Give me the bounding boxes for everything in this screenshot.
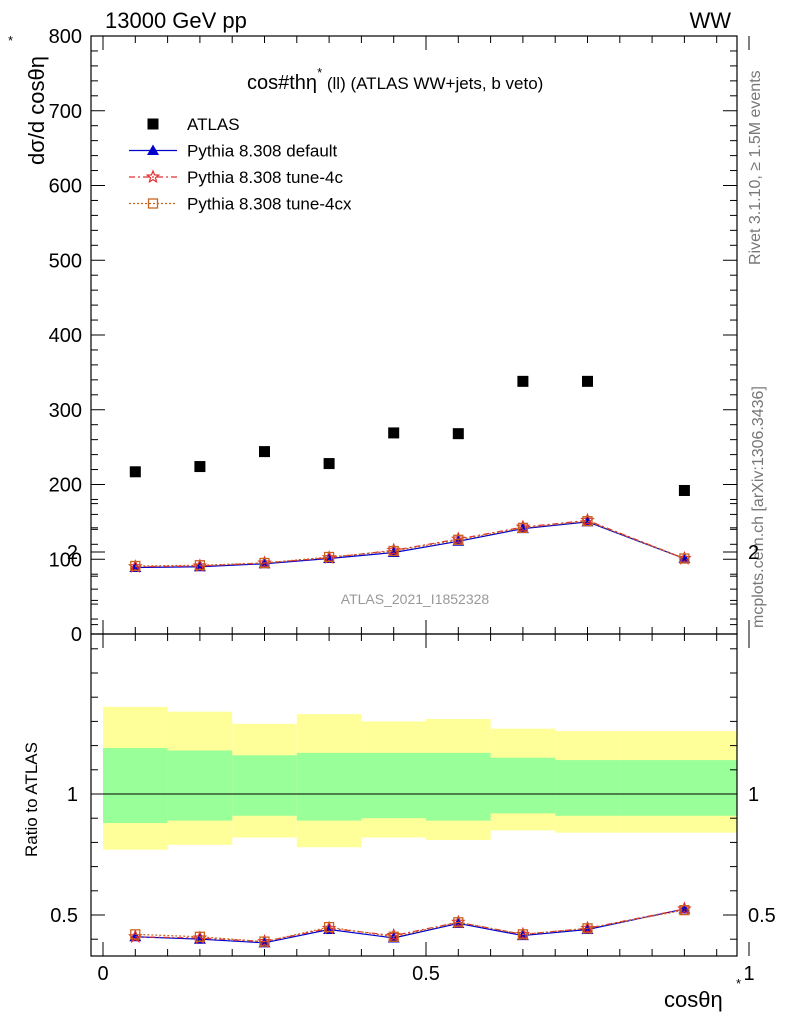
legend-label-atlas: ATLAS [187, 115, 240, 134]
main-point-atlas-7 [582, 375, 593, 387]
band-inner-3 [296, 752, 362, 821]
main-point-tune4cx-3 [323, 551, 335, 563]
ratio-ylabel: Ratio to ATLAS [22, 742, 41, 857]
ratio-xtick-label-1: 0.5 [412, 963, 440, 985]
legend-label-tune4cx: Pythia 8.308 tune-4cx [187, 195, 352, 214]
main-ytick-label-3: 300 [49, 400, 82, 422]
main-ylabel-text: dσ/d cosθη [24, 56, 49, 165]
ratio-point-tune4cx-4 [388, 931, 399, 942]
band-inner-2 [232, 755, 297, 816]
band-inner-6 [490, 757, 556, 814]
ratio-point-tune4cx-3 [323, 921, 335, 933]
chart-title-sup: * [317, 65, 322, 80]
rivet-label: Rivet 3.1.10, ≥ 1.5M events [747, 70, 764, 265]
ratio-ytick-label-right-0: 0.5 [748, 905, 776, 927]
chart-title-main: cos#thη [247, 72, 317, 94]
main-point-tune4cx-0 [130, 560, 141, 572]
analysis-watermark: ATLAS_2021_I1852328 [341, 591, 490, 607]
band-inner-1 [167, 750, 233, 821]
main-point-atlas-0 [129, 466, 141, 478]
main-line-tune4cx [135, 520, 685, 567]
ratio-xtick-label-0: 0 [97, 963, 108, 985]
main-point-atlas-3 [323, 458, 335, 470]
ratio-point-tune4cx-1 [194, 931, 206, 942]
main-ytick-label-7: 700 [49, 101, 82, 123]
band-inner-8 [619, 760, 737, 816]
main-ytick-label-0: 0 [71, 624, 82, 646]
ratio-point-tune4cx-7 [582, 923, 593, 934]
ratio-ytick-label-right-2: 2 [748, 542, 759, 564]
band-inner-0 [103, 748, 168, 824]
ratio-ytick-label-0: 0.5 [50, 905, 78, 927]
main-line-tune4c [135, 519, 685, 568]
ratio-ytick-label-2: 2 [67, 542, 78, 564]
chart-title: cos#thη* (ll) (ATLAS WW+jets, b veto) [247, 65, 543, 94]
legend-marker-tune4cx [147, 198, 159, 209]
main-ylabel-sup: * [8, 33, 13, 48]
ratio-point-tune4cx-6 [517, 929, 529, 940]
main-point-tune4cx-4 [388, 545, 399, 557]
main-ylabel: dσ/d cosθη [24, 56, 49, 165]
ratio-point-tune4cx-5 [453, 917, 464, 928]
legend-label-default: Pythia 8.308 default [187, 142, 338, 161]
main-point-atlas-1 [194, 461, 206, 473]
main-point-tune4cx-1 [194, 560, 206, 571]
main-point-tune4cx-5 [453, 534, 464, 545]
ratio-xtick-label-2: 1 [743, 963, 754, 985]
main-point-atlas-5 [452, 428, 464, 440]
axes-layer: 0 100 200 300 400 500 600 700 800 0 0.5 1 0.5 0.5 1 1 2 2 [49, 26, 776, 985]
main-point-atlas-2 [259, 446, 270, 458]
main-point-tune4cx-8 [679, 553, 690, 564]
main-ytick-label-1: 100 [49, 549, 82, 571]
main-ytick-label-2: 200 [49, 475, 82, 497]
main-series-layer [128, 375, 692, 573]
main-line-default [135, 521, 685, 569]
main-ytick-label-8: 800 [49, 26, 82, 48]
main-point-atlas-6 [517, 375, 529, 387]
band-inner-7 [555, 760, 620, 816]
legend: ATLAS Pythia 8.308 default Pythia 8.308 tu… [129, 115, 352, 214]
band-inner-5 [426, 752, 491, 821]
ratio-line-tune4cx [135, 909, 685, 943]
ratio-series-layer [128, 901, 692, 948]
chart-title-rest: (ll) (ATLAS WW+jets, b veto) [322, 74, 543, 93]
main-point-tune4cx-2 [259, 557, 270, 569]
legend-marker-atlas [147, 118, 159, 130]
ratio-xlabel-text: cosθη [664, 987, 723, 1012]
main-ytick-label-4: 400 [49, 325, 82, 347]
main-point-atlas-4 [388, 427, 400, 439]
mcplots-label: mcplots.cern.ch [arXiv:1306.3436] [750, 386, 767, 628]
band-inner-4 [361, 752, 426, 819]
ratio-uncertainty-bands [91, 706, 737, 850]
main-point-tune4cx-6 [517, 522, 529, 534]
main-point-tune4cx-7 [582, 515, 593, 527]
ratio-xlabel-sup: * [736, 976, 741, 991]
main-point-atlas-8 [678, 484, 690, 496]
main-ytick-label-6: 600 [49, 176, 82, 198]
ratio-frame [90, 633, 738, 957]
ratio-point-tune4cx-2 [259, 936, 270, 947]
header-left: 13000 GeV pp [105, 8, 247, 33]
ratio-ytick-label-right-1: 1 [748, 784, 759, 806]
main-ytick-label-5: 500 [49, 250, 82, 272]
legend-label-tune4c: Pythia 8.308 tune-4c [187, 168, 343, 187]
legend-marker-default [147, 144, 159, 155]
ratio-ytick-label-1: 1 [67, 784, 78, 806]
ratio-xlabel: cosθη [664, 987, 723, 1012]
ratio-point-tune4cx-8 [679, 905, 690, 916]
header-right: WW [689, 8, 731, 33]
ratio-point-tune4cx-0 [130, 929, 141, 940]
legend-marker-tune4c [145, 169, 161, 184]
